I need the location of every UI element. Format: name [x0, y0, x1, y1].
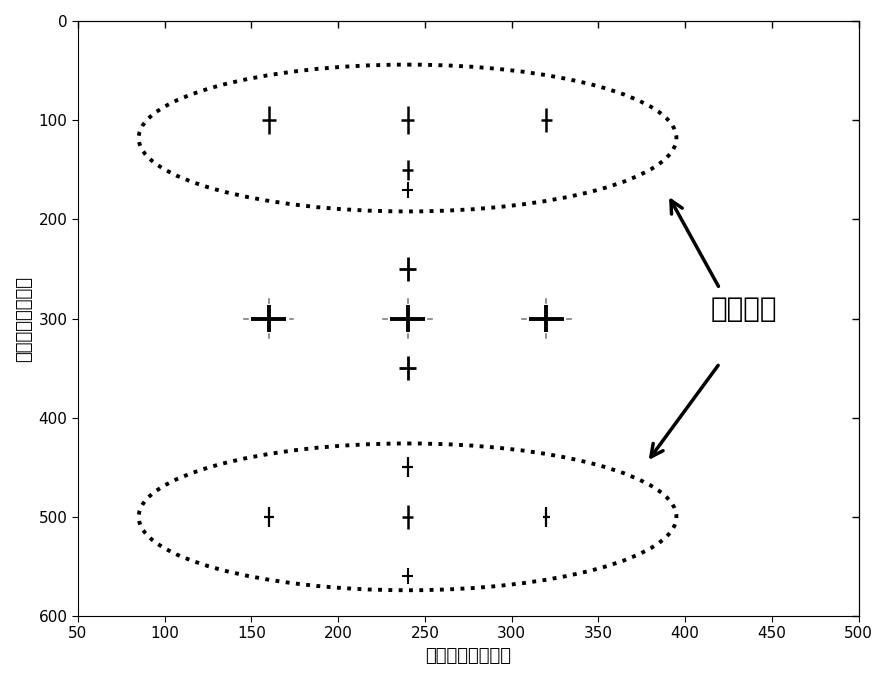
- Y-axis label: 方位向（采样点）: 方位向（采样点）: [15, 275, 33, 362]
- X-axis label: 距离向（采样点）: 距离向（采样点）: [425, 647, 511, 665]
- Text: 虚假目标: 虚假目标: [711, 294, 778, 322]
